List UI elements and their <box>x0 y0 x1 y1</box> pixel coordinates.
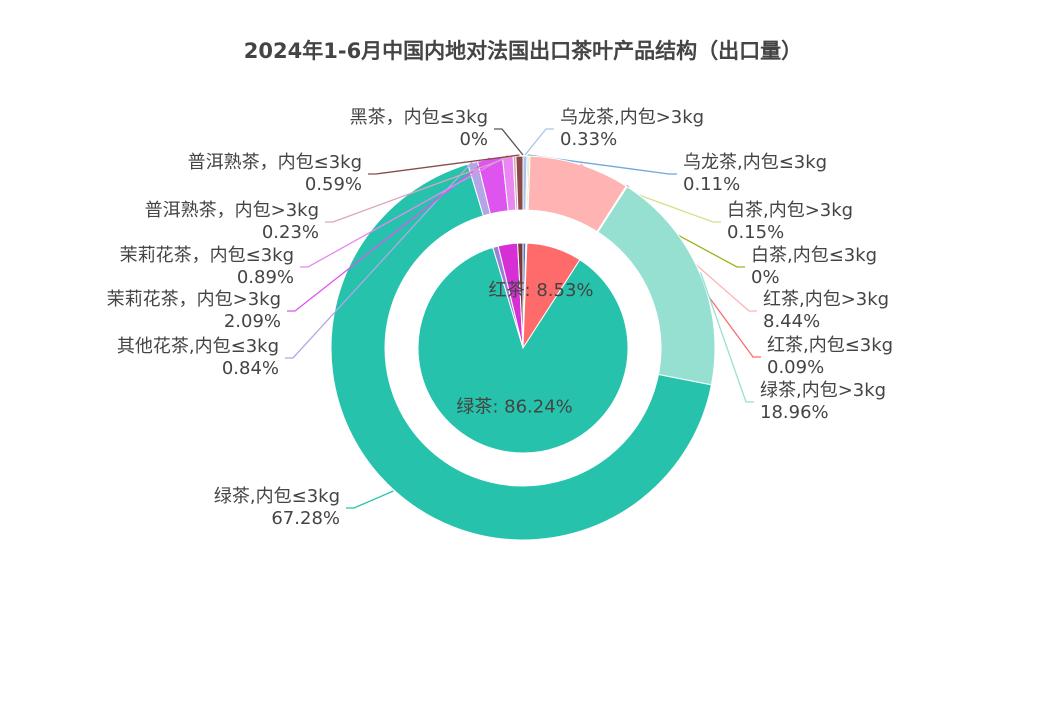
leader-line <box>300 155 508 268</box>
slice-label: 普洱熟茶，内包≤3kg <box>188 152 362 173</box>
slice-label: 红茶,内包>3kg <box>763 289 889 310</box>
slice-label: 红茶,内包≤3kg <box>767 335 893 356</box>
data-label: 0.59% <box>305 174 362 195</box>
data-label: 0% <box>751 267 780 288</box>
slice-label: 白茶,内包>3kg <box>727 200 853 221</box>
data-label: 0.11% <box>683 174 740 195</box>
slice-label: 黑茶，内包≤3kg <box>350 107 488 128</box>
data-label: 0.15% <box>727 222 784 243</box>
slice-label: 其他花茶,内包≤3kg <box>117 336 279 357</box>
data-label: 18.96% <box>760 402 829 423</box>
slice-label: 普洱熟茶，内包>3kg <box>145 200 319 221</box>
slice-label: 茉莉花茶，内包>3kg <box>107 289 281 310</box>
pie-slice <box>417 246 629 454</box>
slice-label: 乌龙茶,内包≤3kg <box>683 152 827 173</box>
data-label: 0.09% <box>767 357 824 378</box>
data-label: 2.09% <box>224 311 281 332</box>
data-label: 红茶: 8.53% <box>489 280 594 301</box>
data-label: 0.33% <box>560 129 617 150</box>
data-label: 0.89% <box>237 267 294 288</box>
leader-line <box>494 128 524 156</box>
leader-line <box>699 272 754 403</box>
data-label: 0.84% <box>222 358 279 379</box>
slice-label: 茉莉花茶，内包≤3kg <box>120 245 294 266</box>
leader-line <box>285 161 473 359</box>
data-label: 0.23% <box>262 222 319 243</box>
leader-line <box>346 490 394 509</box>
slice-label: 白茶,内包≤3kg <box>751 245 877 266</box>
leader-line <box>368 154 520 175</box>
leader-line <box>527 154 677 175</box>
leader-line <box>287 157 491 312</box>
data-label: 67.28% <box>271 508 340 529</box>
data-label: 0% <box>459 129 488 150</box>
data-label: 绿茶: 86.24% <box>456 396 572 417</box>
slice-label: 乌龙茶,内包>3kg <box>560 107 704 128</box>
slice-label: 绿茶,内包>3kg <box>760 380 886 401</box>
chart-title: 2024年1-6月中国内地对法国出口茶叶产品结构（出口量） <box>244 39 802 63</box>
leader-line <box>524 128 554 156</box>
slice-label: 绿茶,内包≤3kg <box>214 486 340 507</box>
data-label: 8.44% <box>763 311 820 332</box>
pie-slice <box>330 163 713 541</box>
leader-line <box>325 154 515 223</box>
